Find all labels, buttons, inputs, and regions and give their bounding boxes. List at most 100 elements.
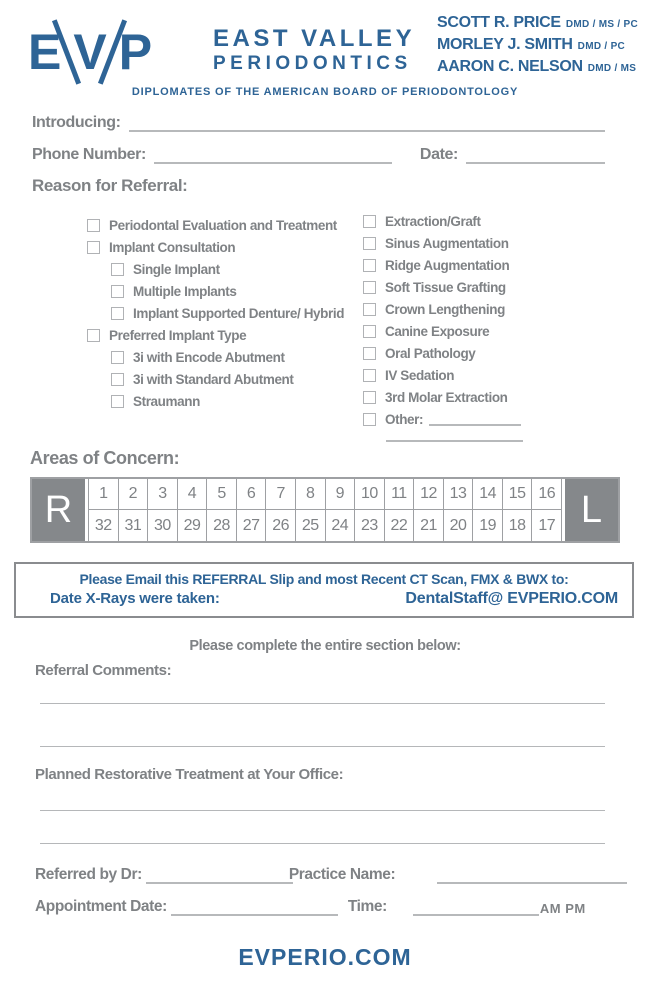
tooth-cell[interactable]: 27: [237, 510, 267, 541]
checkbox[interactable]: [363, 324, 376, 338]
checkbox[interactable]: [111, 372, 124, 386]
tooth-cell[interactable]: 20: [444, 510, 474, 541]
other-continuation-field[interactable]: [386, 440, 523, 442]
checkbox[interactable]: [363, 214, 376, 228]
tooth-cell[interactable]: 23: [355, 510, 385, 541]
doctor-credentials: DMD / MS: [587, 63, 637, 74]
checkbox[interactable]: [111, 394, 124, 408]
referred-by-label: Referred by Dr:: [35, 866, 142, 883]
reason-option-row: Other:: [363, 408, 623, 430]
reason-option-label: Sinus Augmentation: [385, 235, 509, 251]
introducing-field[interactable]: [128, 116, 605, 132]
tooth-cell[interactable]: 24: [326, 510, 356, 541]
tooth-cell[interactable]: 21: [414, 510, 444, 541]
time-label: Time:: [347, 898, 387, 915]
tooth-cell[interactable]: 16: [532, 479, 562, 510]
tooth-number-grid: 1 2 3 4 5 6 7 8 9 10 11 12 13 14 15 16 32 31 30 29 28 27 26 25 2…: [88, 479, 562, 541]
tooth-cell[interactable]: 9: [325, 479, 356, 510]
appointment-date-field[interactable]: [170, 902, 338, 916]
reason-option-label: IV Sedation: [385, 367, 455, 383]
tooth-cell[interactable]: 25: [296, 510, 326, 541]
tooth-cell[interactable]: 14: [473, 479, 503, 510]
reason-option-row: Soft Tissue Grafting: [363, 276, 623, 298]
checkbox[interactable]: [87, 328, 100, 342]
complete-section-note: Please complete the entire section below…: [189, 638, 461, 654]
checkbox[interactable]: [363, 258, 376, 272]
other-write-in-field[interactable]: [429, 413, 522, 426]
tooth-cell[interactable]: 10: [355, 479, 385, 510]
reasons-left-list: Periodontal Evaluation and Treatment Impl…: [87, 214, 365, 412]
tooth-cell[interactable]: 4: [177, 479, 208, 510]
tooth-cell[interactable]: 15: [502, 479, 533, 510]
tooth-cell[interactable]: 8: [295, 479, 326, 510]
tooth-cell[interactable]: 22: [385, 510, 415, 541]
tooth-cell[interactable]: 6: [236, 479, 267, 510]
checkbox[interactable]: [363, 390, 376, 404]
doctor-credentials: DMD / MS / PC: [565, 19, 639, 30]
logo-letter-e: E: [28, 24, 61, 80]
reason-for-referral-label: Reason for Referral:: [32, 176, 188, 195]
date-field[interactable]: [465, 148, 605, 164]
checkbox[interactable]: [111, 306, 124, 320]
reason-option-label: Single Implant: [133, 261, 220, 277]
tooth-cell[interactable]: 32: [89, 510, 119, 541]
checkbox[interactable]: [111, 262, 124, 276]
planned-treatment-line-2[interactable]: [40, 843, 605, 844]
tooth-cell[interactable]: 30: [148, 510, 178, 541]
referral-comments-line-2[interactable]: [40, 746, 605, 747]
reason-option-label: Straumann: [133, 393, 200, 409]
tooth-cell[interactable]: 31: [119, 510, 149, 541]
reason-option-row: 3i with Standard Abutment: [87, 368, 365, 390]
time-field[interactable]: [412, 902, 539, 916]
doctor-row: AARON C. NELSON DMD / MS: [437, 58, 638, 80]
doctor-name: SCOTT R. PRICE: [437, 14, 561, 31]
tooth-cell[interactable]: 11: [384, 479, 415, 510]
practice-name-field[interactable]: [437, 870, 627, 884]
tooth-cell[interactable]: 2: [118, 479, 149, 510]
reason-option-row: Multiple Implants: [87, 280, 365, 302]
reason-option-row: Single Implant: [87, 258, 365, 280]
phone-number-field[interactable]: [153, 148, 392, 164]
checkbox[interactable]: [363, 236, 376, 250]
tooth-cell[interactable]: 18: [503, 510, 533, 541]
tooth-cell[interactable]: 5: [207, 479, 237, 510]
phone-number-label: Phone Number:: [32, 146, 146, 163]
reason-option-label: Soft Tissue Grafting: [385, 279, 506, 295]
checkbox[interactable]: [363, 280, 376, 294]
logo-letter-p: P: [118, 24, 152, 80]
date-label: Date:: [419, 146, 458, 163]
xray-date-label: Date X-Rays were taken:: [50, 590, 220, 607]
left-side-marker: L: [565, 479, 618, 541]
reason-option-row: Straumann: [87, 390, 365, 412]
tooth-cell[interactable]: 7: [266, 479, 296, 510]
doctor-name: AARON C. NELSON: [437, 58, 583, 75]
tooth-cell[interactable]: 13: [443, 479, 474, 510]
referral-comments-label: Referral Comments:: [35, 662, 172, 679]
tooth-cell[interactable]: 19: [473, 510, 503, 541]
referred-by-field[interactable]: [145, 870, 293, 884]
tooth-cell[interactable]: 28: [207, 510, 237, 541]
tooth-cell[interactable]: 17: [532, 510, 562, 541]
checkbox[interactable]: [363, 302, 376, 316]
checkbox[interactable]: [111, 350, 124, 364]
checkbox[interactable]: [111, 284, 124, 298]
tooth-cell[interactable]: 12: [414, 479, 444, 510]
introducing-row: Introducing:: [32, 114, 605, 132]
referral-comments-line-1[interactable]: [40, 703, 605, 704]
checkbox[interactable]: [363, 412, 376, 426]
checkbox[interactable]: [87, 240, 100, 254]
reason-option-label: Implant Supported Denture/ Hybrid: [133, 305, 345, 321]
tooth-cell[interactable]: 29: [178, 510, 208, 541]
planned-treatment-line-1[interactable]: [40, 810, 605, 811]
checkbox[interactable]: [87, 218, 100, 232]
tooth-cell[interactable]: 1: [89, 479, 119, 510]
checkbox[interactable]: [363, 368, 376, 382]
tooth-cell[interactable]: 3: [148, 479, 178, 510]
reasons-right-list: Extraction/Graft Sinus Augmentation Ridge …: [363, 210, 623, 442]
reason-option-label: Periodontal Evaluation and Treatment: [109, 217, 337, 233]
reason-option-row: Implant Consultation: [87, 236, 365, 258]
reason-option-row: Canine Exposure: [363, 320, 623, 342]
checkbox[interactable]: [363, 346, 376, 360]
tooth-cell[interactable]: 26: [266, 510, 296, 541]
referred-by-row: Referred by Dr: Practice Name:: [35, 866, 627, 884]
